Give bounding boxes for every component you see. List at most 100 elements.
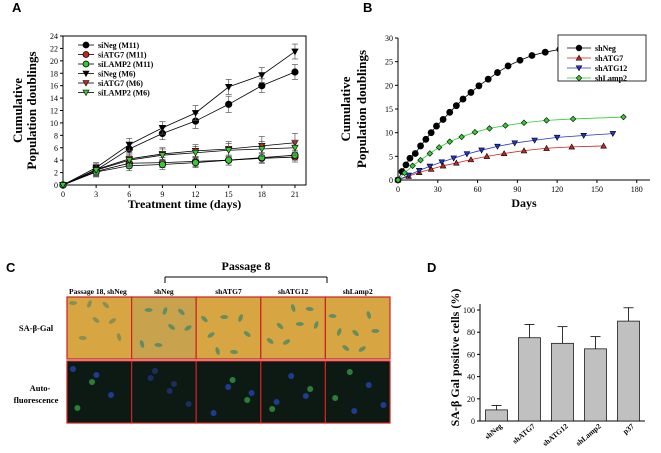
data-point (411, 150, 419, 157)
legend-marker (82, 80, 90, 87)
legend-label: shATG12 (595, 64, 627, 73)
stained-cell (220, 315, 229, 319)
legend-label: siNeg (M6) (98, 70, 136, 79)
y-tick-label: 14 (50, 94, 58, 103)
stained-cell (78, 335, 87, 341)
panel-label-c: C (6, 260, 16, 275)
column-label: shATG7 (215, 287, 242, 296)
data-point (191, 159, 200, 167)
category-label: p37 (621, 421, 636, 436)
panel-c-micrograph-grid: Passage 8 Passage 18, shNeg shNeg shATG7 shA… (14, 259, 391, 424)
stained-cell (266, 338, 274, 344)
panel-label-d: D (427, 260, 436, 275)
bar (518, 337, 541, 422)
data-point (92, 167, 100, 174)
data-point (486, 125, 493, 132)
fluorescent-cell (269, 406, 276, 412)
data-point (225, 100, 233, 108)
panel-label-a: A (12, 0, 22, 15)
legend-box (557, 34, 647, 82)
legend-marker (82, 51, 90, 58)
sa-beta-gal-image (66, 296, 133, 360)
data-point (426, 163, 434, 170)
autofluorescence-image (66, 360, 133, 424)
fluorescent-cell (288, 373, 295, 379)
data-point (258, 146, 266, 153)
x-tick-label: 90 (513, 185, 521, 194)
data-point (528, 52, 536, 59)
fluorescent-cell (108, 392, 114, 398)
x-tick-label: 3 (94, 190, 98, 199)
y-tick-label: 10 (50, 119, 58, 128)
x-tick-label: 18 (258, 190, 266, 199)
category-label: shNeg (483, 421, 504, 441)
fluorescent-cell (365, 382, 372, 388)
autofluorescence-image (324, 360, 391, 424)
data-point (291, 48, 299, 56)
data-point (580, 132, 587, 139)
sa-beta-gal-image (324, 296, 391, 360)
data-point (502, 122, 509, 129)
data-point (478, 147, 485, 154)
y-axis-title-line2: Population doublings (24, 51, 39, 169)
stained-cell (139, 340, 145, 348)
y-tick-label: 20 (467, 395, 475, 404)
data-point (531, 137, 538, 144)
data-point (516, 56, 524, 64)
data-point (446, 138, 453, 145)
y-tick-label: 30 (385, 34, 393, 43)
x-tick-label: 60 (474, 185, 482, 194)
data-point (543, 144, 550, 151)
fluorescent-cell (244, 397, 251, 403)
data-point (409, 162, 416, 170)
stained-cell (102, 301, 110, 309)
data-point (600, 142, 607, 149)
data-point (59, 182, 67, 189)
y-tick-label: 100 (463, 306, 475, 315)
data-point (402, 161, 410, 169)
legend-marker (575, 54, 583, 61)
y-tick-label: 4 (54, 156, 58, 165)
row-label-autofluorescence-line1: Auto- (30, 383, 51, 393)
panel-label-b: B (363, 0, 372, 15)
series-line (62, 142, 295, 186)
data-point (620, 113, 627, 121)
data-point (439, 162, 447, 169)
stained-cell (371, 329, 380, 333)
data-point (450, 155, 458, 162)
column-label: shLamp2 (343, 287, 373, 296)
stained-cell (168, 324, 176, 330)
x-tick-label: 12 (192, 190, 200, 199)
stained-cell (352, 329, 359, 337)
data-point (463, 151, 471, 158)
data-point (471, 128, 479, 136)
legend-marker (82, 70, 90, 78)
y-tick-label: 8 (54, 131, 58, 140)
data-point (568, 143, 576, 150)
legend-marker (82, 89, 90, 97)
data-point (406, 154, 414, 162)
data-point (125, 157, 133, 164)
data-point (224, 84, 233, 91)
data-point (483, 152, 491, 159)
data-point (158, 125, 167, 132)
x-tick-label: 150 (591, 185, 603, 194)
stained-cell (342, 345, 350, 351)
stained-cell (178, 308, 185, 316)
data-point (435, 144, 443, 151)
fluorescent-cell (380, 402, 387, 408)
stained-cell (276, 322, 284, 330)
stained-cell (295, 322, 304, 326)
category-label: shATG12 (541, 421, 570, 448)
y-axis-title: SA-β Gal positive cells (%) (448, 289, 462, 427)
stained-cell (290, 304, 296, 312)
stained-cell (366, 311, 372, 319)
row-label-autofluorescence-line2: fluorescence (14, 395, 59, 405)
data-point (553, 134, 561, 141)
x-tick-label: 0 (396, 185, 400, 194)
fluorescent-cell (307, 386, 314, 392)
data-point (494, 143, 501, 150)
data-point (225, 156, 233, 164)
series-line (62, 156, 295, 186)
y-tick-label: 6 (54, 144, 58, 153)
